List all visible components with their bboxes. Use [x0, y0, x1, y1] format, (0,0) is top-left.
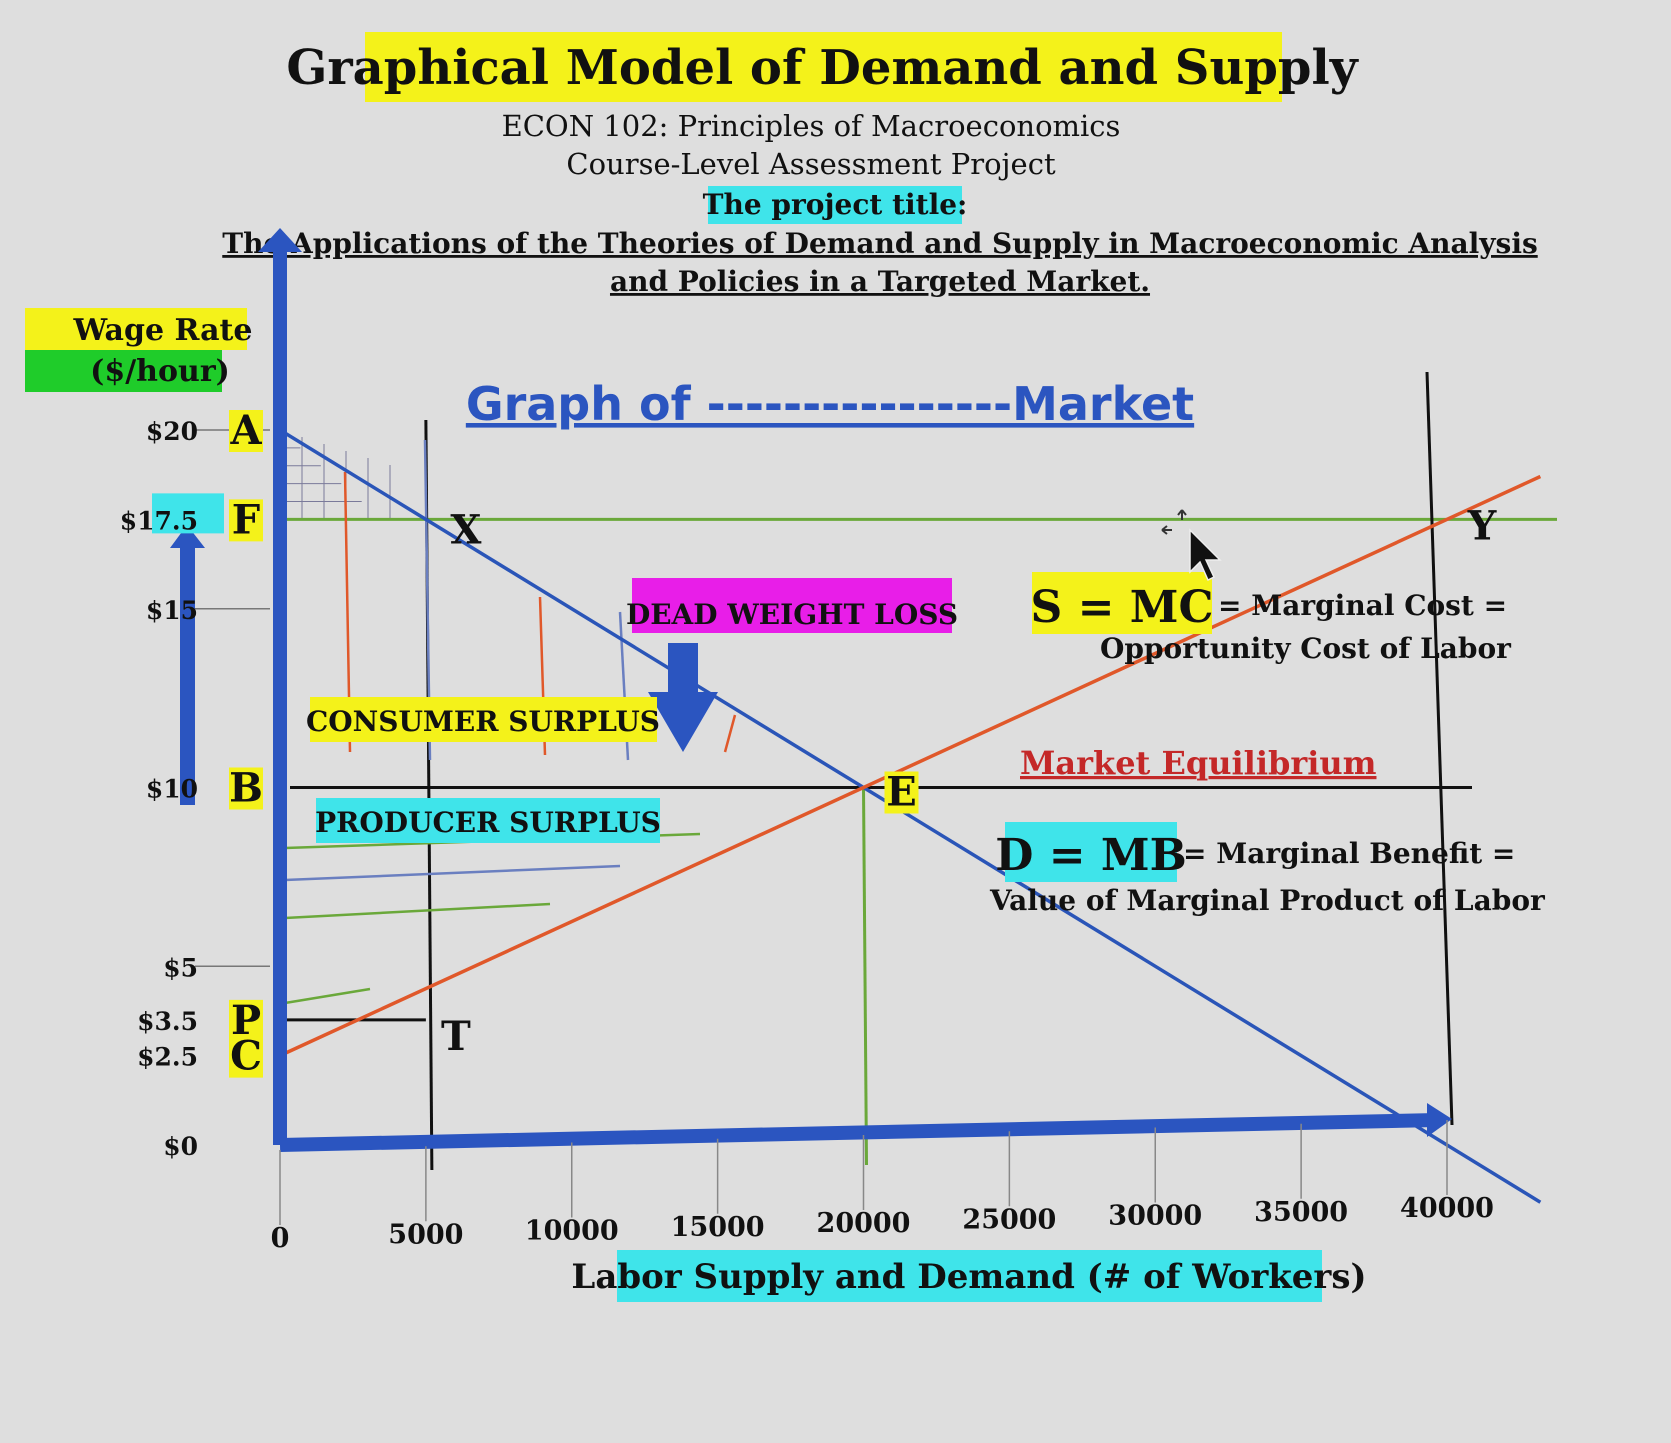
ylabel-unit-highlight [25, 350, 222, 392]
supply-curve-label: S = MC [1030, 582, 1213, 633]
demand-label-highlight [1005, 822, 1177, 882]
curves [279, 428, 1542, 1204]
y-tick-label: $2.5 [137, 1043, 198, 1072]
consumer-surplus-highlight [310, 697, 657, 742]
project-name: Course-Level Assessment Project [566, 147, 1056, 181]
point-label-y: Y [1467, 502, 1497, 549]
producer-surplus-stroke [284, 902, 551, 920]
x-tick-label: 40000 [1400, 1193, 1494, 1224]
y-tick-label: $17.5 [120, 506, 198, 535]
upper-quantity-line [1425, 371, 1454, 1126]
y-tick-label: $5 [163, 953, 198, 982]
point-label-x: X [450, 506, 481, 553]
main-title: Graphical Model of Demand and Supply [286, 40, 1359, 96]
dead-weight-loss-highlight [632, 578, 952, 633]
project-title-label: The project title: [703, 188, 968, 221]
demand-desc-line2: Value of Marginal Product of Labor [989, 884, 1546, 917]
x-tick-label: 30000 [1108, 1201, 1202, 1232]
point-letter-highlight [229, 767, 263, 810]
supply-label-highlight [1032, 572, 1212, 634]
point-label-t: T [441, 1013, 471, 1060]
point-letter-highlight [884, 771, 919, 814]
x-tick-label: 35000 [1254, 1197, 1348, 1228]
supply-curve [279, 474, 1542, 1058]
point-label-c: C [230, 1033, 262, 1080]
y-axis-arrow-icon [258, 228, 302, 252]
dead-weight-loss-label: DEAD WEIGHT LOSS [626, 598, 958, 631]
point-letter-highlight [229, 410, 263, 452]
x-tick-label: 5000 [388, 1219, 463, 1250]
producer-surplus-label: PRODUCER SURPLUS [315, 806, 661, 839]
y-axis-label: Wage Rate [72, 313, 252, 348]
up-arrow-icon [170, 525, 205, 548]
project-title-label-highlight [708, 186, 962, 224]
consumer-surplus-label: CONSUMER SURPLUS [306, 705, 660, 738]
y-tick-label: $10 [146, 775, 198, 804]
x-axis-label: Labor Supply and Demand (# of Workers) [571, 1257, 1366, 1297]
ylabel-highlight [25, 308, 247, 350]
y-axis-unit: ($/hour) [90, 354, 230, 389]
producer-surplus-stroke [284, 864, 621, 882]
y-tick-label: $20 [146, 417, 198, 446]
point-label-f: F [232, 496, 260, 543]
project-title-line2: and Policies in a Targeted Market. [610, 265, 1150, 298]
x-tick-label: 15000 [671, 1212, 765, 1243]
title-highlight [365, 32, 1282, 102]
y-tick-label: $15 [146, 596, 198, 625]
x-tick-label: 10000 [525, 1216, 619, 1247]
course-name: ECON 102: Principles of Macroeconomics [502, 109, 1121, 143]
point-label-e: E [886, 769, 917, 816]
x-axis-arrow-icon [1427, 1103, 1452, 1137]
xlabel-highlight [617, 1250, 1322, 1302]
equilibrium-quantity-line [862, 787, 868, 1166]
chart-title: Graph of ----------------Market [466, 377, 1194, 431]
demand-desc-line1: = Marginal Benefit = [1183, 837, 1515, 870]
y-tick-label: $0 [163, 1132, 198, 1161]
demand-curve [279, 428, 1542, 1204]
point-letter-highlight [229, 999, 263, 1042]
project-title-line1: The Applications of the Theories of Dema… [222, 227, 1537, 260]
x-tick-label: 20000 [817, 1208, 911, 1239]
supply-desc-line2: Opportunity Cost of Labor [1100, 632, 1512, 665]
point-label-b: B [229, 765, 263, 812]
point-letter-highlight [229, 1035, 263, 1078]
y-tick-label: $3.5 [137, 1007, 198, 1036]
x-tick-label: 25000 [962, 1204, 1056, 1235]
guide-lines [195, 371, 1557, 1171]
x-tick-label: 0 [271, 1223, 290, 1254]
y-tick-highlight [152, 493, 224, 534]
producer-surplus-stroke [284, 987, 371, 1005]
producer-surplus-highlight [316, 798, 660, 843]
market-equilibrium-label: Market Equilibrium [1020, 744, 1377, 782]
price-up-arrow-shaft [180, 545, 195, 805]
supply-desc-line1: = Marginal Cost = [1218, 589, 1507, 622]
tick-labels: $0 $2.5 $3.5 $5 $10 $15 $17.5 $20 0 5000 10000 1500… [120, 417, 1494, 1254]
move-cursor-icon [1161, 509, 1222, 582]
down-arrow-icon [648, 643, 718, 752]
demand-curve-label: D = MB [995, 830, 1187, 881]
axes [170, 228, 1452, 1152]
point-label-a: A [229, 407, 262, 454]
x-axis [279, 1113, 1438, 1152]
point-letter-highlight [229, 499, 263, 542]
consumer-surplus-stroke [723, 714, 737, 753]
